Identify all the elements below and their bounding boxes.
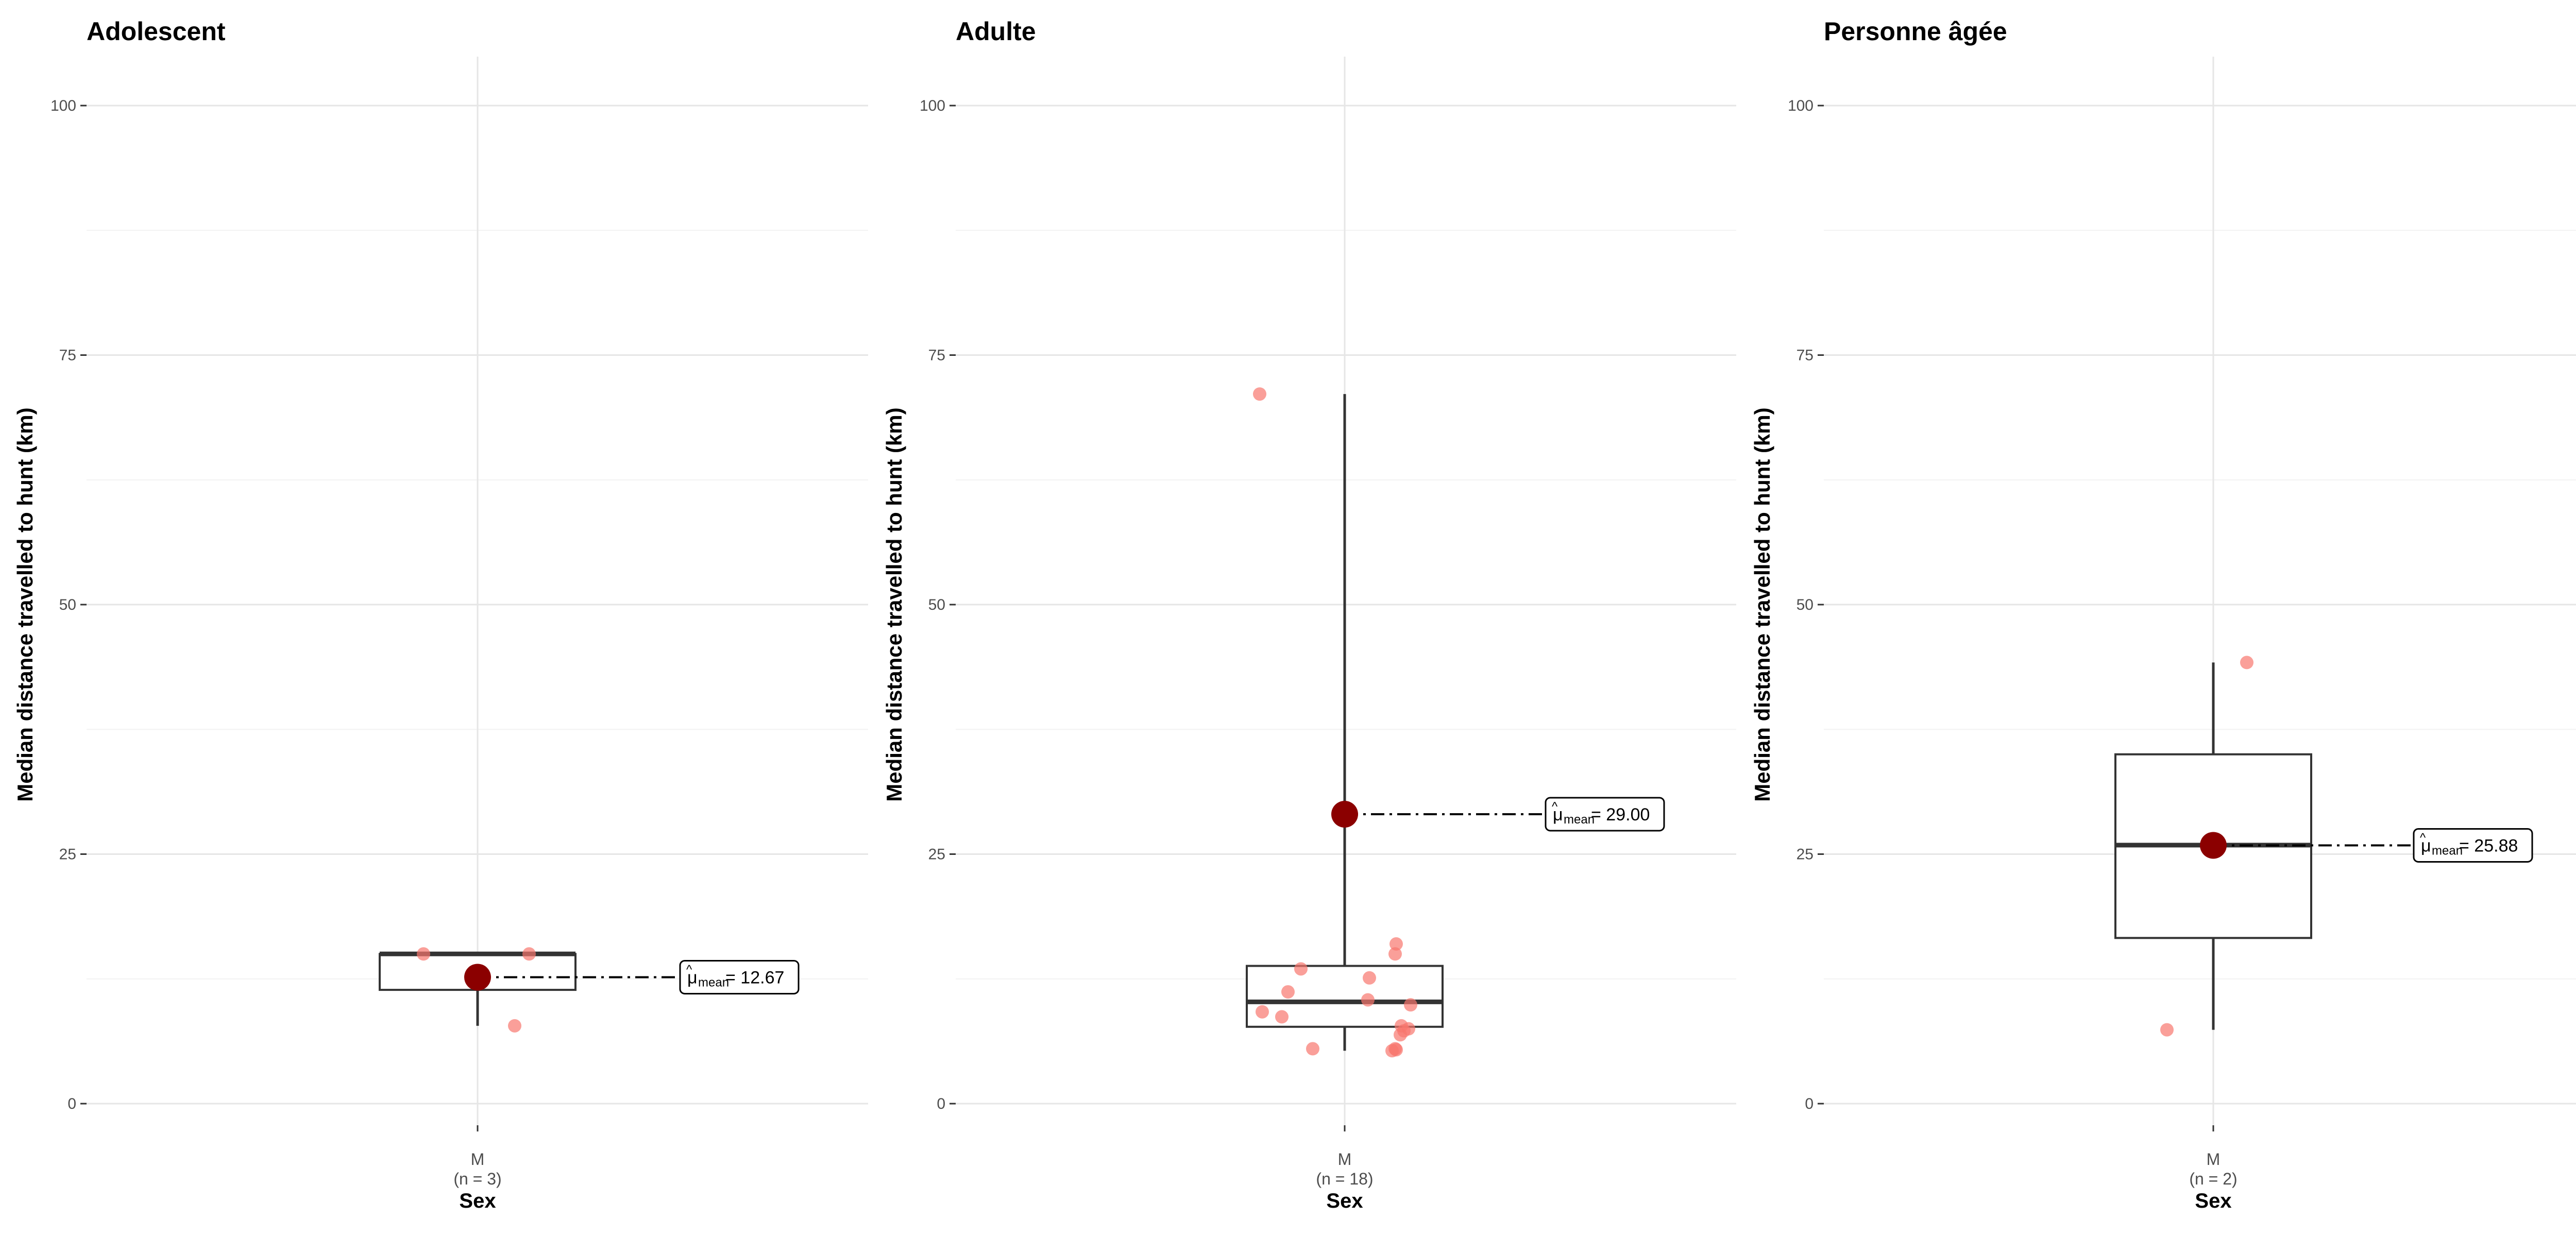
data-point bbox=[1275, 1010, 1289, 1024]
panel-title: Adolescent bbox=[87, 17, 226, 46]
data-point bbox=[522, 947, 536, 961]
data-point bbox=[1256, 1005, 1269, 1019]
mean-label: μ^ mean= 29.00 bbox=[1545, 797, 1665, 832]
data-point bbox=[1404, 998, 1417, 1012]
mean-label-box bbox=[679, 959, 800, 994]
y-tick-label: 0 bbox=[67, 1095, 76, 1112]
mean-symbol: μ bbox=[687, 968, 698, 987]
y-axis-label: Median distance travelled to hunt (km) bbox=[1750, 407, 1774, 801]
data-point bbox=[2240, 656, 2253, 670]
mean-subscript: mean bbox=[698, 975, 729, 989]
y-tick-label: 50 bbox=[928, 596, 945, 613]
panel-title: Adulte bbox=[956, 17, 1036, 46]
hat-symbol: ^ bbox=[2420, 831, 2426, 845]
y-axis-label: Median distance travelled to hunt (km) bbox=[882, 407, 906, 801]
data-point bbox=[1253, 387, 1266, 401]
mean-subscript: mean bbox=[2432, 844, 2463, 857]
data-point bbox=[508, 1019, 521, 1033]
y-tick-label: 0 bbox=[1805, 1095, 1814, 1112]
y-axis-label: Median distance travelled to hunt (km) bbox=[13, 407, 37, 801]
x-tick-label: M bbox=[1338, 1150, 1352, 1169]
hat-symbol: ^ bbox=[686, 963, 692, 976]
mean-label: μ^ mean= 25.88 bbox=[2413, 828, 2533, 863]
mean-point bbox=[1331, 800, 1358, 828]
panel-2: Adulte Median distance travelled to hunt … bbox=[882, 17, 1736, 1212]
panel-1: Adolescent Median distance travelled to h… bbox=[13, 17, 868, 1212]
x-tick-label: M bbox=[471, 1150, 485, 1169]
data-point bbox=[1394, 1028, 1407, 1042]
x-axis-label: Sex bbox=[2195, 1190, 2231, 1212]
y-tick-label: 50 bbox=[59, 596, 76, 613]
x-axis-label: Sex bbox=[1326, 1190, 1363, 1212]
mean-label-box bbox=[1545, 797, 1665, 832]
y-tick-label: 75 bbox=[1797, 347, 1814, 364]
x-tick-count: (n = 2) bbox=[2189, 1170, 2237, 1188]
mean-point bbox=[464, 964, 491, 991]
y-tick-label: 50 bbox=[1797, 596, 1814, 613]
y-tick-label: 25 bbox=[1797, 846, 1814, 863]
y-tick-label: 100 bbox=[920, 97, 945, 114]
mean-symbol: μ bbox=[2421, 836, 2431, 855]
x-tick-count: (n = 18) bbox=[1316, 1170, 1373, 1188]
mean-subscript: mean bbox=[1564, 813, 1595, 827]
data-point bbox=[1281, 985, 1295, 999]
data-point bbox=[2160, 1023, 2174, 1037]
data-point bbox=[417, 947, 430, 961]
data-point bbox=[1361, 993, 1375, 1007]
data-point bbox=[1306, 1042, 1319, 1056]
panel-title: Personne âgée bbox=[1824, 17, 2007, 46]
x-tick-count: (n = 3) bbox=[453, 1170, 501, 1188]
mean-symbol: μ bbox=[1553, 805, 1563, 825]
y-tick-label: 100 bbox=[50, 97, 76, 114]
mean-value: = 12.67 bbox=[725, 968, 784, 987]
mean-value: = 25.88 bbox=[2459, 836, 2518, 855]
x-axis-label: Sex bbox=[459, 1190, 496, 1212]
y-tick-label: 100 bbox=[1788, 97, 1814, 114]
y-tick-label: 25 bbox=[59, 846, 76, 863]
x-tick-label: M bbox=[2207, 1150, 2221, 1169]
panel-3: Personne âgée Median distance travelled t… bbox=[1750, 17, 2576, 1212]
y-tick-label: 25 bbox=[928, 846, 945, 863]
data-point bbox=[1294, 962, 1308, 976]
mean-point bbox=[2200, 832, 2227, 859]
y-tick-label: 0 bbox=[937, 1095, 945, 1112]
data-point bbox=[1389, 937, 1403, 951]
y-tick-label: 75 bbox=[59, 347, 76, 364]
mean-value: = 29.00 bbox=[1591, 805, 1650, 825]
mean-label-box bbox=[2413, 828, 2533, 863]
data-point bbox=[1388, 947, 1402, 961]
mean-label: μ^ mean= 12.67 bbox=[679, 959, 800, 994]
data-point bbox=[1385, 1044, 1399, 1058]
y-tick-label: 75 bbox=[928, 347, 945, 364]
data-point bbox=[1363, 971, 1376, 985]
hat-symbol: ^ bbox=[1552, 800, 1558, 814]
